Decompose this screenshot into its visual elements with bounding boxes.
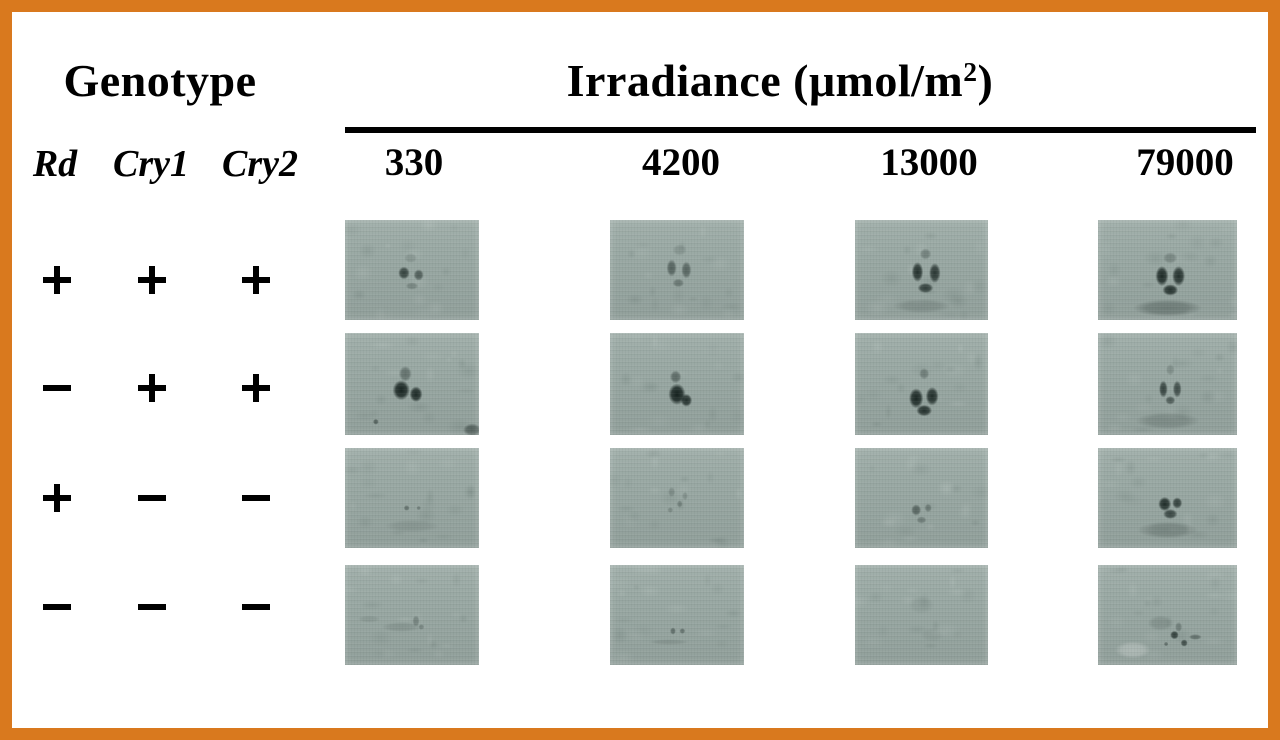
symbol-bar-horizontal <box>43 385 71 391</box>
gene-label-cry2: Cry2 <box>222 143 298 185</box>
autoradiograph-panel-row2-col2 <box>610 333 744 435</box>
symbol-bar-horizontal <box>138 495 166 501</box>
gene-label-rd: Rd <box>32 143 78 185</box>
autoradiograph-panel-row3-col4 <box>1098 448 1237 548</box>
symbol-bar-vertical <box>54 266 60 294</box>
genotype-symbol-minus <box>239 481 273 515</box>
symbol-bar-horizontal <box>138 604 166 610</box>
autoradiograph-panel-row1-col4 <box>1098 220 1237 320</box>
autoradiograph-panel-row2-col1 <box>345 333 479 435</box>
autoradiograph-panel-row4-col4 <box>1098 565 1237 665</box>
irradiance-level-79000: 79000 <box>1136 141 1234 184</box>
autoradiograph-panel-row4-col2 <box>610 565 744 665</box>
genotype-symbol-minus <box>135 481 169 515</box>
irradiance-header-text: Irradiance (μmol/m <box>566 55 964 106</box>
autoradiograph-panel-row3-col2 <box>610 448 744 548</box>
autoradiograph-panel-row2-col4 <box>1098 333 1237 435</box>
genotype-symbol-minus <box>40 590 74 624</box>
symbol-bar-vertical <box>54 484 60 512</box>
autoradiograph-panel-row4-col3 <box>855 565 988 665</box>
autoradiograph-panel-row1-col3 <box>855 220 988 320</box>
genotype-symbol-plus <box>239 263 273 297</box>
irradiance-header: Irradiance (μmol/m2) <box>567 54 994 107</box>
genotype-symbol-plus <box>135 371 169 405</box>
irradiance-level-330: 330 <box>384 141 444 184</box>
irradiance-level-13000: 13000 <box>880 141 978 184</box>
symbol-bar-vertical <box>253 374 259 402</box>
genotype-symbol-minus <box>239 590 273 624</box>
symbol-bar-horizontal <box>43 604 71 610</box>
genotype-header: Genotype <box>63 55 257 106</box>
symbol-bar-horizontal <box>242 604 270 610</box>
genotype-symbol-minus <box>135 590 169 624</box>
irradiance-header-superscript: 2 <box>963 55 978 87</box>
autoradiograph-panel-row3-col3 <box>855 448 988 548</box>
irradiance-header-close-paren: ) <box>977 55 994 106</box>
genotype-symbol-plus <box>40 263 74 297</box>
genotype-symbol-minus <box>40 371 74 405</box>
autoradiograph-panel-row2-col3 <box>855 333 988 435</box>
irradiance-level-4200: 4200 <box>642 141 720 184</box>
symbol-bar-vertical <box>149 266 155 294</box>
autoradiograph-panel-row4-col1 <box>345 565 479 665</box>
gene-label-cry1: Cry1 <box>113 143 189 185</box>
genotype-symbol-plus <box>135 263 169 297</box>
symbol-bar-horizontal <box>242 495 270 501</box>
genotype-symbol-plus <box>239 371 273 405</box>
autoradiograph-panel-row3-col1 <box>345 448 479 548</box>
symbol-bar-vertical <box>149 374 155 402</box>
autoradiograph-panel-row1-col2 <box>610 220 744 320</box>
symbol-bar-vertical <box>253 266 259 294</box>
header-rule <box>345 127 1256 133</box>
autoradiograph-panel-row1-col1 <box>345 220 479 320</box>
genotype-symbol-plus <box>40 481 74 515</box>
